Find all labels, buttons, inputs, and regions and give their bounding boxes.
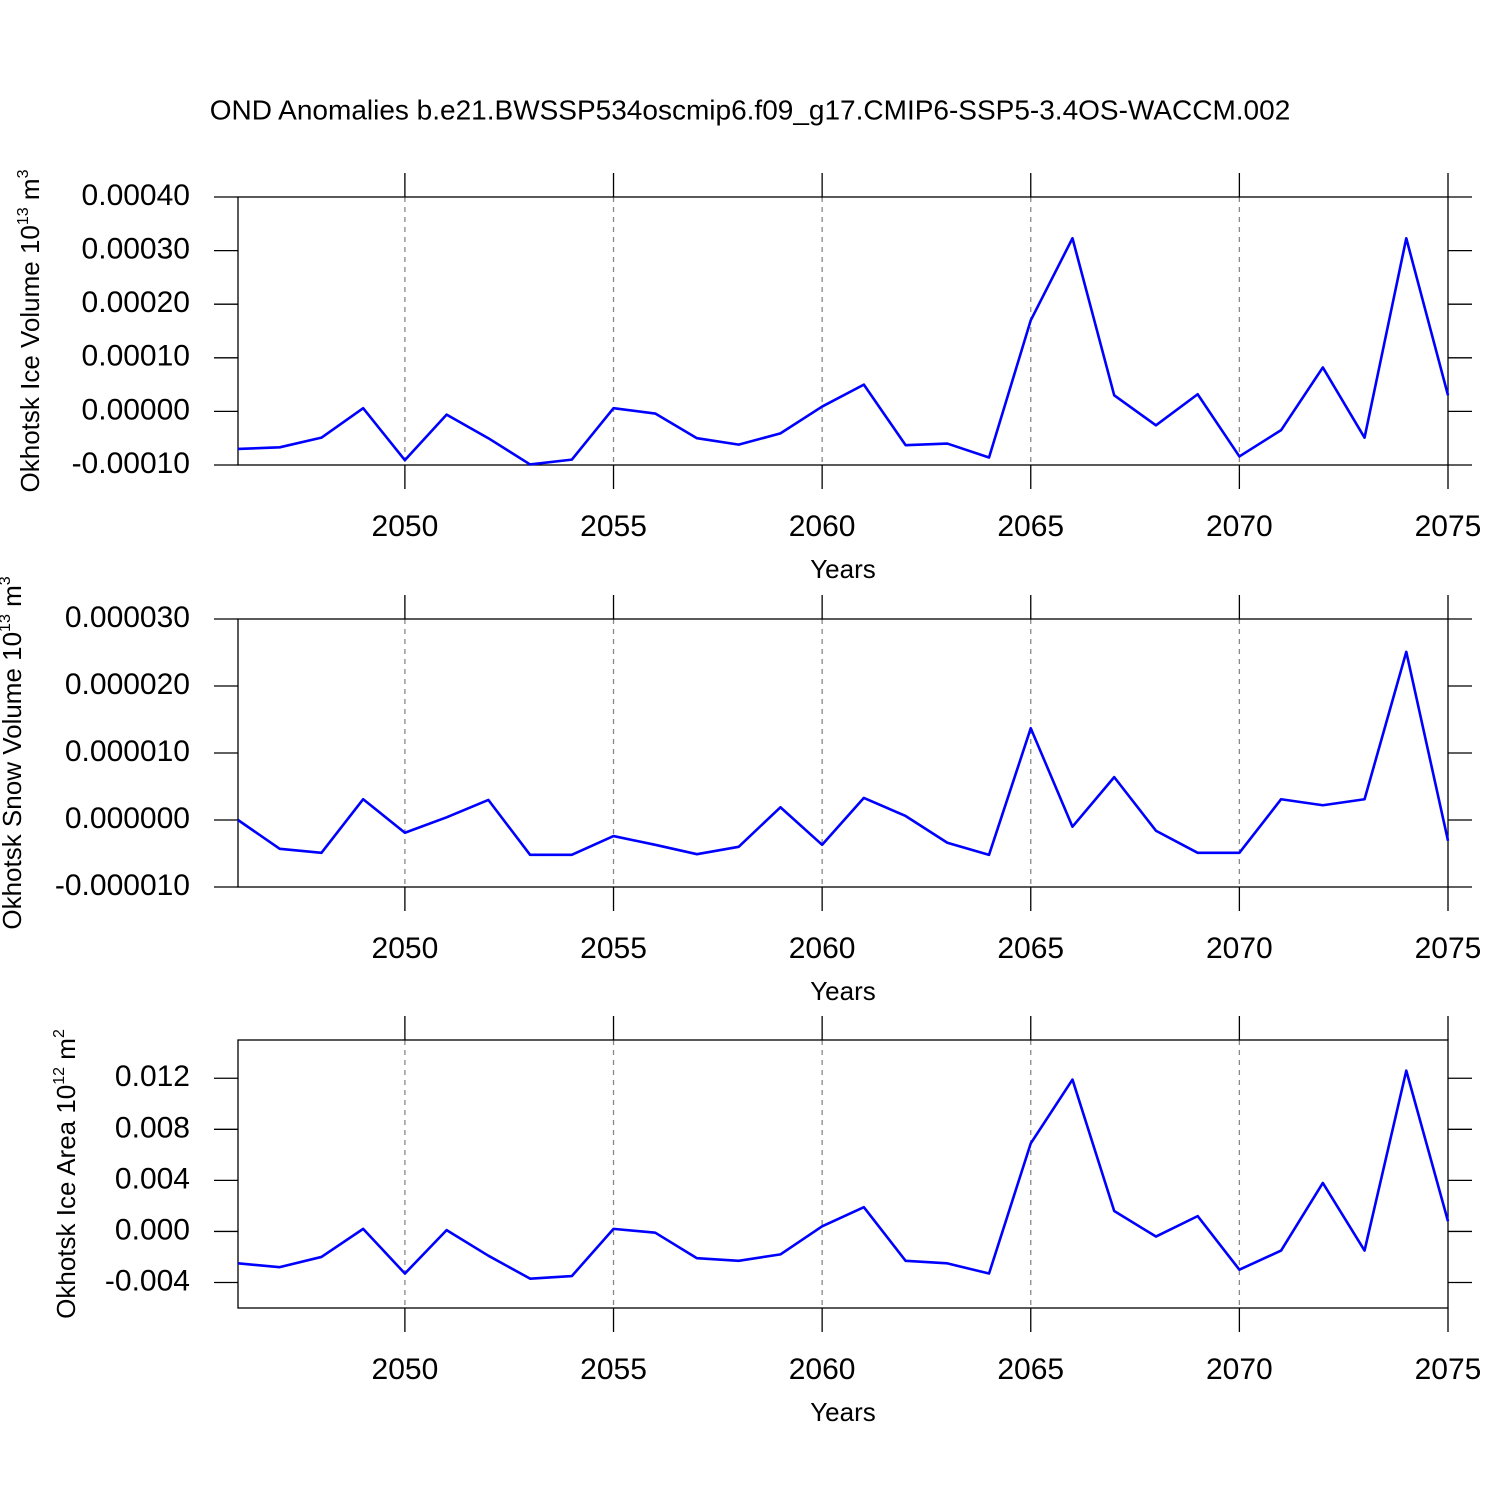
panel: 2050 2055 2060 2065 2070 2075 -0.00010 0.00000 0…: [15, 169, 1482, 583]
y-axis-label-part: m: [15, 178, 45, 207]
x-tick-label: 2065: [997, 1353, 1064, 1386]
plot-frame: [237, 196, 1449, 466]
x-tick-label: 2055: [580, 510, 647, 543]
x-tick-label: 2075: [1415, 510, 1482, 543]
x-tick-label: 2060: [789, 932, 856, 965]
y-tick-label: -0.004: [105, 1264, 190, 1297]
x-tick-label: 2055: [580, 1353, 647, 1386]
y-axis-label-superscript: 2: [51, 1029, 68, 1038]
data-line: [237, 650, 1450, 857]
x-tick-label: 2050: [372, 1353, 439, 1386]
y-tick-label: -0.00010: [72, 447, 190, 480]
y-tick-label: 0.00020: [82, 286, 190, 319]
x-tick-label: 2075: [1415, 932, 1482, 965]
x-tick-label: 2050: [372, 932, 439, 965]
y-axis-label: Okhotsk Snow Volume 1013 m3: [0, 576, 27, 929]
y-tick-label: 0.004: [115, 1162, 190, 1195]
y-axis-label-part: Okhotsk Ice Volume 10: [15, 225, 45, 492]
x-tick-label: 2060: [789, 1353, 856, 1386]
plot-frame: [237, 1039, 1449, 1309]
y-tick-label: 0.000: [115, 1213, 190, 1246]
x-tick-label: 2060: [789, 510, 856, 543]
x-tick-label: 2065: [997, 932, 1064, 965]
x-tick-label: 2065: [997, 510, 1064, 543]
x-axis-label: Years: [810, 1397, 876, 1427]
y-axis-label-part: Okhotsk Ice Area 10: [51, 1085, 81, 1319]
figure-title: OND Anomalies b.e21.BWSSP534oscmip6.f09_…: [210, 94, 1291, 125]
y-axis-label-part: m: [51, 1038, 81, 1067]
data-line: [237, 236, 1450, 466]
y-axis-label-superscript: 3: [15, 169, 32, 178]
y-axis-label-superscript: 3: [0, 576, 14, 585]
y-tick-label: 0.000000: [65, 802, 190, 835]
y-tick-label: 0.008: [115, 1111, 190, 1144]
x-axis-label: Years: [810, 554, 876, 584]
y-tick-label: 0.000010: [65, 735, 190, 768]
y-tick-label: 0.00000: [82, 393, 190, 426]
y-axis-label-superscript: 13: [15, 207, 32, 225]
plot-frame: [237, 618, 1449, 888]
panel: 2050 2055 2060 2065 2070 2075 -0.004 0.000 0.004…: [51, 1016, 1482, 1427]
x-tick-label: 2075: [1415, 1353, 1482, 1386]
x-tick-label: 2070: [1206, 1353, 1273, 1386]
y-axis-label: Okhotsk Ice Area 1012 m2: [51, 1029, 81, 1319]
y-axis-label-superscript: 13: [0, 614, 14, 632]
y-axis-label-part: Okhotsk Snow Volume 10: [0, 632, 27, 930]
y-tick-label: -0.000010: [55, 869, 190, 902]
y-tick-label: 0.000020: [65, 668, 190, 701]
y-axis-label-superscript: 12: [51, 1067, 68, 1085]
x-tick-label: 2070: [1206, 932, 1273, 965]
y-tick-label: 0.012: [115, 1060, 190, 1093]
y-tick-label: 0.00030: [82, 233, 190, 266]
y-axis-label: Okhotsk Ice Volume 1013 m3: [15, 169, 45, 492]
x-tick-label: 2055: [580, 932, 647, 965]
y-tick-label: 0.00040: [82, 179, 190, 212]
y-tick-label: 0.00010: [82, 340, 190, 373]
panel: 2050 2055 2060 2065 2070 2075 -0.000010 0.00000…: [0, 576, 1481, 1006]
x-tick-label: 2050: [372, 510, 439, 543]
data-line: [237, 1069, 1450, 1280]
y-axis-label-part: m: [0, 585, 27, 614]
y-tick-label: 0.000030: [65, 601, 190, 634]
x-tick-label: 2070: [1206, 510, 1273, 543]
x-axis-label: Years: [810, 976, 876, 1006]
